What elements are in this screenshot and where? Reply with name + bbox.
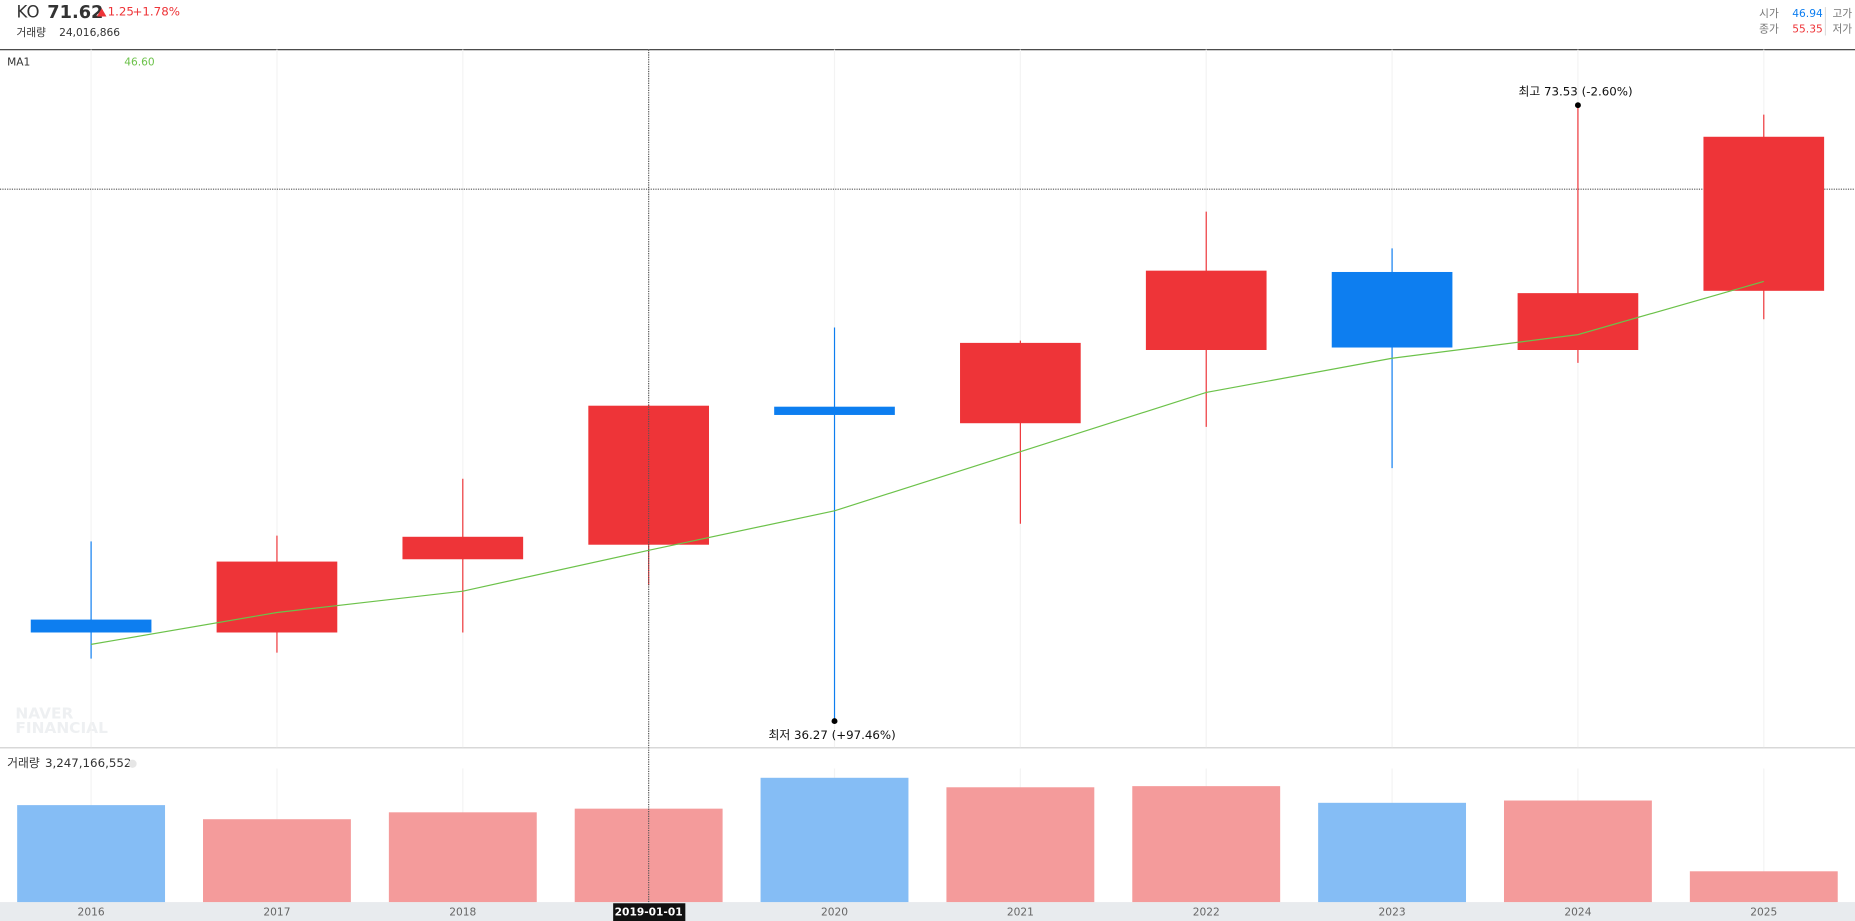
volume-bar: [1689, 871, 1838, 903]
volume-bar: [1132, 786, 1281, 903]
candle-body: [402, 536, 524, 560]
volume-bar: [946, 787, 1095, 903]
x-tick-label: 2022: [1193, 906, 1220, 919]
volume-label: 거래량: [17, 26, 47, 39]
x-tick-label: 2023: [1379, 906, 1406, 919]
x-tick-label: 2017: [263, 906, 290, 919]
candle-body: [216, 561, 338, 633]
annotation: 최고 73.53 (-2.60%): [1519, 85, 1633, 99]
candle-body: [1703, 136, 1825, 291]
volume-panel-label: 거래량: [7, 756, 40, 770]
volume-bar: [203, 819, 351, 903]
x-tick-label: 2025: [1750, 906, 1777, 919]
change: 1.25: [108, 4, 134, 18]
open-value: 46.94: [1792, 7, 1823, 20]
candle-body: [30, 619, 152, 633]
annotation-dot: [831, 718, 838, 725]
change-pct: +1.78%: [133, 4, 180, 18]
ma-value: 46.60: [124, 56, 155, 69]
crosshair-label-bg: [613, 903, 686, 921]
x-tick-label: 2016: [78, 906, 105, 919]
volume-bar: [574, 808, 723, 903]
symbol: KO: [17, 3, 40, 22]
close-label: 종가: [1759, 23, 1779, 36]
candle-body: [960, 342, 1081, 424]
watermark: NAVER: [15, 705, 73, 723]
volume-bar: [1503, 800, 1652, 903]
x-axis-strip: [0, 902, 1855, 921]
candle-body: [1145, 270, 1267, 350]
candle-body: [1331, 271, 1453, 348]
x-tick-label: 2018: [449, 906, 476, 919]
close-value: 55.35: [1792, 23, 1822, 36]
crosshair-label: 2019-01-01: [615, 906, 683, 919]
candle-body: [774, 406, 895, 415]
x-tick-label: 2024: [1564, 906, 1591, 919]
volume-panel-value: 3,247,166,552: [45, 756, 131, 770]
candle-body: [1517, 293, 1639, 350]
volume-bar: [388, 812, 537, 903]
ma-name: MA1: [7, 56, 30, 69]
low-label: 저가: [1833, 23, 1853, 36]
watermark: FINANCIAL: [15, 719, 108, 737]
settings-icon[interactable]: [128, 759, 137, 768]
up-arrow: [97, 8, 107, 17]
annotation-dot: [1574, 102, 1581, 109]
price: 71.62: [47, 3, 103, 23]
volume-bar: [1318, 802, 1467, 903]
x-tick-label: 2020: [821, 906, 848, 919]
x-tick-label: 2021: [1007, 906, 1034, 919]
volume-bar: [760, 777, 909, 903]
ma-line: [90, 280, 1764, 645]
volume: 24,016,866: [59, 26, 120, 39]
annotation: 최저 36.27 (+97.46%): [769, 728, 896, 742]
high-label: 고가: [1833, 7, 1853, 20]
volume-bar: [17, 805, 166, 903]
open-label: 시가: [1759, 7, 1779, 20]
